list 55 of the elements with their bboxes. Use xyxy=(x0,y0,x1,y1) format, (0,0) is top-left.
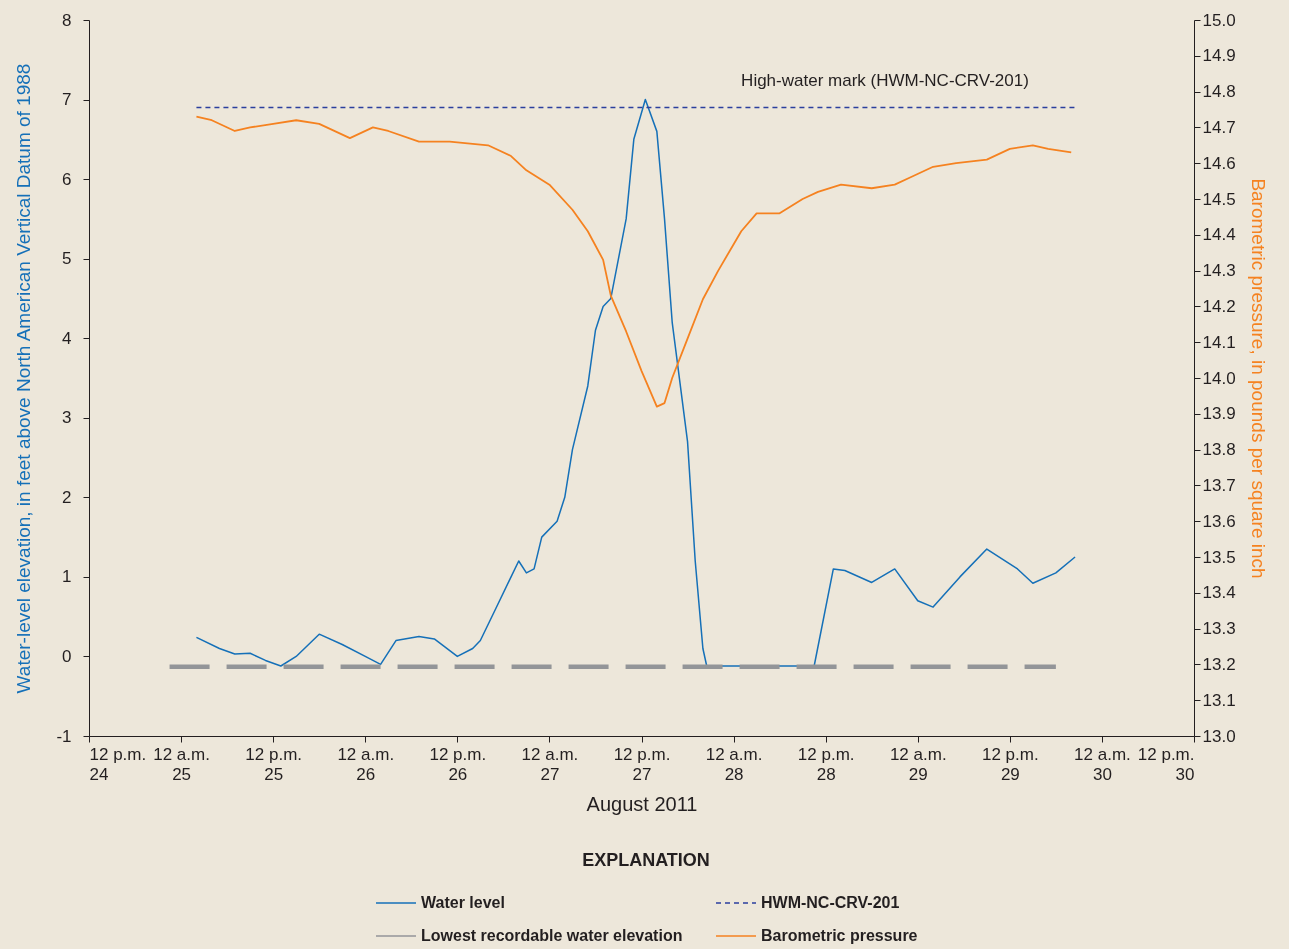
line-series xyxy=(195,115,1073,408)
y2-tick-label: 14.0 xyxy=(1202,368,1236,388)
x-tick-label: 12 p.m. 28 xyxy=(797,744,855,784)
legend-title: EXPLANATION xyxy=(582,850,710,870)
x-tick-label: 12 a.m. 28 xyxy=(705,744,763,784)
y-tick-label: 8 xyxy=(62,10,72,30)
y2-tick-label: 13.1 xyxy=(1202,690,1236,710)
y-tick-label: 6 xyxy=(62,169,72,189)
y2-tick-label: 15.0 xyxy=(1202,10,1236,30)
y-tick-label: 0 xyxy=(62,646,72,666)
y-tick-label: 1 xyxy=(62,567,72,587)
y2-tick-label: 14.3 xyxy=(1202,261,1236,281)
y2-tick-label: 13.9 xyxy=(1202,404,1236,424)
y2-tick-label: 14.9 xyxy=(1202,46,1236,66)
x-tick-label: 12 a.m. 29 xyxy=(889,744,947,784)
y2-tick-label: 13.0 xyxy=(1202,726,1236,746)
y2-tick-label: 14.5 xyxy=(1202,189,1236,209)
x-tick-label: 12 p.m. 24 xyxy=(89,744,147,784)
x-tick-label: 12 p.m. 30 xyxy=(1137,744,1195,784)
y2-tick-label: 13.3 xyxy=(1202,619,1236,639)
y2-tick-label: 13.7 xyxy=(1202,475,1236,495)
y2-tick-label: 13.4 xyxy=(1202,583,1236,603)
x-tick-label: 12 p.m. 26 xyxy=(429,744,487,784)
y-tick-label: 3 xyxy=(62,408,72,428)
x-tick-label: 12 p.m. 27 xyxy=(613,744,671,784)
y-tick-label: 2 xyxy=(62,487,72,507)
x-axis-title: August 2011 xyxy=(586,792,698,815)
y-tick-label: 5 xyxy=(62,249,72,269)
x-tick-label: 12 a.m. 30 xyxy=(1074,744,1131,784)
y2-tick-label: 14.1 xyxy=(1202,332,1236,352)
annotation: High-water mark (HWM-NC-CRV-201) xyxy=(741,71,1029,90)
line-series xyxy=(195,98,1076,667)
y2-tick-label: 14.6 xyxy=(1202,153,1236,173)
y-tick-label: 4 xyxy=(62,328,72,348)
x-tick-label: 12 a.m. 27 xyxy=(521,744,579,784)
y2-tick-label: 14.7 xyxy=(1202,117,1236,137)
legend-label: Lowest recordable water elevation xyxy=(421,927,683,944)
y-tick-label: 7 xyxy=(62,90,72,110)
y2-axis-title: Barometric pressure, in pounds per square inch xyxy=(1247,178,1269,579)
y2-tick-label: 13.5 xyxy=(1202,547,1236,567)
x-tick-label: 12 p.m. 29 xyxy=(981,744,1039,784)
y2-tick-label: 14.4 xyxy=(1202,225,1236,245)
y2-tick-label: 13.2 xyxy=(1202,654,1236,674)
x-tick-label: 12 p.m. 25 xyxy=(245,744,303,784)
y2-tick-label: 14.8 xyxy=(1202,82,1236,102)
y2-tick-label: 13.6 xyxy=(1202,511,1236,531)
legend-label: Barometric pressure xyxy=(761,927,918,944)
y2-tick-label: 13.8 xyxy=(1202,440,1236,460)
legend-label: HWM-NC-CRV-201 xyxy=(761,894,900,911)
y-axis-title: Water-level elevation, in feet above North American Vertical Datum of 1988 xyxy=(13,63,35,694)
y2-tick-label: 14.2 xyxy=(1202,296,1236,316)
x-tick-label: 12 a.m. 26 xyxy=(337,744,395,784)
y-tick-label: -1 xyxy=(56,726,72,746)
x-tick-label: 12 a.m. 25 xyxy=(153,744,210,784)
legend-label: Water level xyxy=(421,894,505,911)
